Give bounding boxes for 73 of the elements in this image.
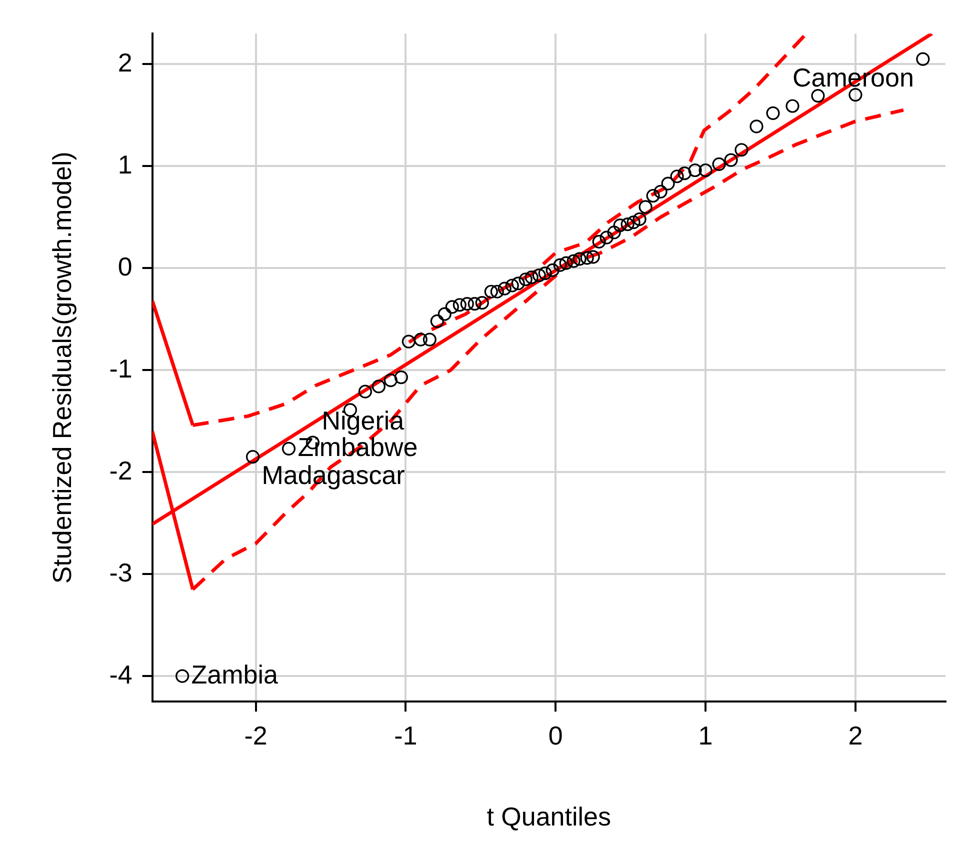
- x-tick-label: 1: [698, 720, 713, 750]
- point: [724, 153, 738, 167]
- point: [607, 226, 621, 240]
- point: [811, 89, 825, 103]
- point: [654, 184, 668, 198]
- point: [372, 380, 386, 394]
- point: [559, 256, 573, 270]
- y-axis-title: Studentized Residuals(growth.model): [46, 152, 77, 584]
- point: [712, 157, 726, 171]
- point: [678, 166, 692, 180]
- point: [384, 374, 398, 388]
- point: [511, 276, 525, 290]
- point: [786, 99, 800, 113]
- point: [638, 200, 652, 214]
- x-tick-label: -1: [394, 720, 418, 750]
- point: [402, 334, 416, 348]
- point: [422, 332, 436, 346]
- point: [498, 282, 512, 296]
- point: [358, 384, 372, 398]
- annotation: Zambia: [191, 659, 279, 690]
- point: [661, 176, 675, 190]
- point: [592, 234, 606, 248]
- point: [600, 230, 614, 244]
- y-tick-label: -2: [109, 455, 132, 486]
- y-tick-label: 0: [118, 251, 132, 282]
- point: [484, 284, 498, 298]
- point: [620, 218, 634, 232]
- y-tick-label: -1: [109, 353, 132, 384]
- point: [632, 212, 646, 226]
- x-axis-title: t Quantiles: [486, 802, 612, 832]
- point: [750, 120, 764, 134]
- point: [670, 170, 684, 184]
- point: [430, 314, 444, 328]
- point: [460, 297, 474, 311]
- point: [532, 268, 546, 282]
- annotation: Madagascar: [262, 460, 406, 490]
- point: [566, 254, 580, 268]
- point: [553, 258, 567, 272]
- point: [394, 370, 408, 384]
- point: [538, 266, 552, 280]
- point: [505, 278, 519, 292]
- point: [688, 163, 702, 178]
- x-tick-label: 2: [848, 720, 863, 750]
- annotation: Nigeria: [322, 406, 405, 436]
- point: [438, 307, 452, 321]
- point: [414, 332, 428, 346]
- point: [490, 284, 504, 298]
- point: [698, 163, 712, 178]
- y-tick-label: 1: [118, 149, 132, 180]
- point: [452, 298, 466, 312]
- point: [734, 143, 748, 157]
- point: [916, 52, 930, 66]
- point: [524, 270, 538, 284]
- point: [613, 218, 627, 232]
- point: [646, 188, 660, 203]
- x-tick-label: -2: [244, 720, 268, 750]
- point: [282, 442, 296, 456]
- point: [572, 252, 586, 266]
- point: [176, 669, 190, 683]
- point: [586, 250, 600, 264]
- y-tick-label: -4: [109, 659, 132, 690]
- point: [468, 297, 482, 311]
- point: [445, 300, 459, 314]
- point: [518, 272, 532, 286]
- y-tick-label: -3: [109, 557, 132, 588]
- x-tick-label: 0: [548, 720, 563, 750]
- point: [546, 263, 560, 278]
- y-tick-label: 2: [118, 47, 132, 78]
- point: [626, 215, 640, 230]
- point: [246, 450, 260, 464]
- point: [766, 106, 780, 120]
- point: [580, 251, 594, 265]
- point: [475, 296, 489, 310]
